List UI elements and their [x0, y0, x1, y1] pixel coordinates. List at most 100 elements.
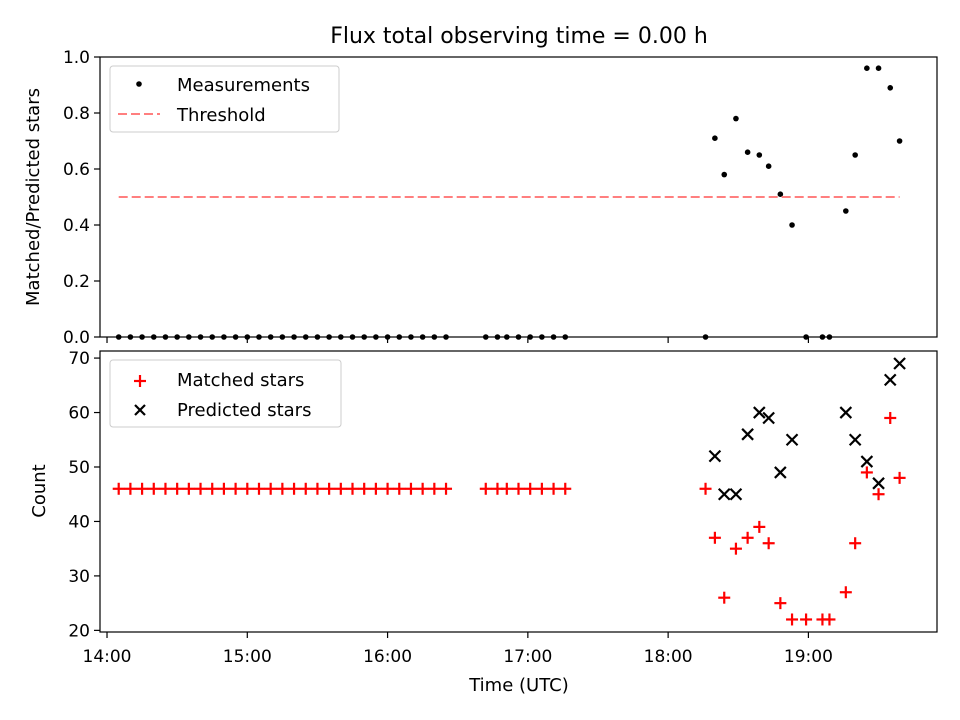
matched-star-point	[252, 482, 265, 495]
legend-predicted-marker	[134, 404, 146, 416]
matched-star-point	[404, 482, 417, 495]
legend-predicted-label: Predicted stars	[177, 400, 311, 421]
matched-star-point	[171, 482, 184, 495]
predicted-star-point	[717, 487, 731, 501]
x-tick-label: 18:00	[644, 647, 693, 667]
top-plot-frame	[99, 56, 938, 338]
matched-star-point	[524, 482, 537, 495]
top-plot-marks	[115, 65, 903, 340]
legend-matched-marker	[134, 375, 146, 387]
top-chart-title: Flux total observing time = 0.00 h	[330, 24, 708, 49]
y-tick-label: 1.0	[63, 48, 90, 68]
matched-star-point	[884, 411, 897, 424]
predicted-star-point	[860, 455, 874, 468]
y-tick-label: 0.2	[63, 272, 90, 292]
measurement-point	[756, 152, 763, 158]
matched-star-point	[786, 613, 799, 626]
y-tick-label: 0.8	[63, 104, 90, 124]
predicted-star-point	[708, 449, 722, 463]
predicted-star-point	[839, 406, 853, 419]
predicted-star-point	[774, 466, 787, 479]
matched-star-point	[194, 482, 207, 495]
legend-threshold-label: Threshold	[176, 105, 266, 126]
y-tick-label: 0.4	[63, 216, 90, 236]
matched-star-point	[774, 597, 787, 610]
matched-star-point	[479, 482, 492, 495]
matched-star-point	[718, 591, 731, 604]
bottom-x-axis: 14:00 15:00 16:00 17:00 18:00 19:00	[83, 632, 833, 667]
top-y-axis: 0.0 0.2 0.4 0.6 0.8 1.0	[63, 48, 100, 348]
matched-star-point	[762, 537, 775, 550]
measurement-point	[712, 135, 718, 141]
legend-matched-label: Matched stars	[177, 370, 304, 391]
matched-star-point	[369, 482, 382, 495]
predicted-star-point	[753, 406, 766, 419]
measurement-point	[777, 191, 784, 197]
top-legend-frame	[109, 65, 340, 133]
measurement-point	[733, 115, 739, 122]
x-tick-label: 14:00	[83, 647, 132, 667]
matched-star-point	[112, 482, 125, 495]
top-y-axis-label: Matched/Predicted stars	[23, 88, 44, 306]
bottom-x-axis-label: Time (UTC)	[468, 675, 569, 696]
y-tick-label: 0.6	[63, 160, 90, 180]
matched-star-point	[288, 482, 301, 495]
y-tick-label: 30	[68, 567, 90, 587]
y-tick-label: 20	[68, 621, 90, 641]
matched-star-point	[311, 482, 324, 495]
predicted-star-point	[741, 428, 754, 441]
measurement-point	[896, 138, 903, 144]
matched-star-point	[800, 613, 813, 626]
matched-star-point	[559, 482, 572, 495]
matched-star-point	[206, 482, 219, 495]
y-tick-label: 70	[68, 349, 90, 369]
top-x-axis-ticks	[106, 337, 810, 343]
matched-star-point	[741, 531, 754, 544]
matched-star-point	[823, 613, 836, 626]
matched-star-point	[217, 482, 230, 495]
matched-star-point	[334, 482, 347, 495]
predicted-star-point	[893, 357, 906, 370]
x-tick-label: 15:00	[223, 647, 272, 667]
matched-star-point	[535, 482, 548, 495]
x-tick-label: 17:00	[503, 647, 552, 667]
measurement-point	[789, 222, 795, 228]
measurement-point	[744, 149, 751, 155]
measurement-point	[875, 65, 882, 71]
predicted-star-point	[785, 433, 799, 447]
bottom-plot-marks	[112, 357, 906, 626]
measurement-point	[843, 208, 849, 214]
y-tick-label: 50	[68, 458, 90, 478]
matched-star-point	[136, 482, 149, 495]
bottom-plot-frame	[99, 350, 938, 633]
matched-star-point	[381, 482, 394, 495]
measurement-point	[887, 85, 894, 91]
matched-star-point	[323, 482, 336, 495]
measurement-point	[721, 171, 728, 178]
legend-measurements-label: Measurements	[177, 75, 310, 96]
measurement-point	[852, 152, 858, 158]
y-tick-label: 60	[68, 404, 90, 424]
matched-star-point	[241, 482, 254, 495]
bottom-legend-frame	[109, 359, 342, 428]
matched-star-point	[839, 586, 852, 599]
matched-star-point	[699, 482, 712, 495]
matched-star-point	[276, 482, 289, 495]
matched-star-point	[729, 542, 742, 555]
x-tick-label: 19:00	[784, 647, 833, 667]
bottom-legend: Matched stars Predicted stars	[109, 359, 342, 428]
matched-star-point	[299, 482, 312, 495]
y-tick-label: 40	[68, 512, 90, 532]
predicted-star-point	[762, 411, 775, 425]
bottom-y-axis-label: Count	[29, 464, 50, 517]
matched-star-point	[708, 531, 721, 544]
predicted-star-point	[872, 477, 885, 490]
matched-star-point	[416, 482, 429, 495]
matched-star-point	[428, 482, 441, 495]
legend-measurements-marker	[136, 81, 142, 87]
predicted-star-point	[729, 487, 743, 501]
matched-star-point	[159, 482, 172, 495]
matched-star-point	[264, 482, 277, 495]
matched-star-point	[872, 488, 885, 501]
